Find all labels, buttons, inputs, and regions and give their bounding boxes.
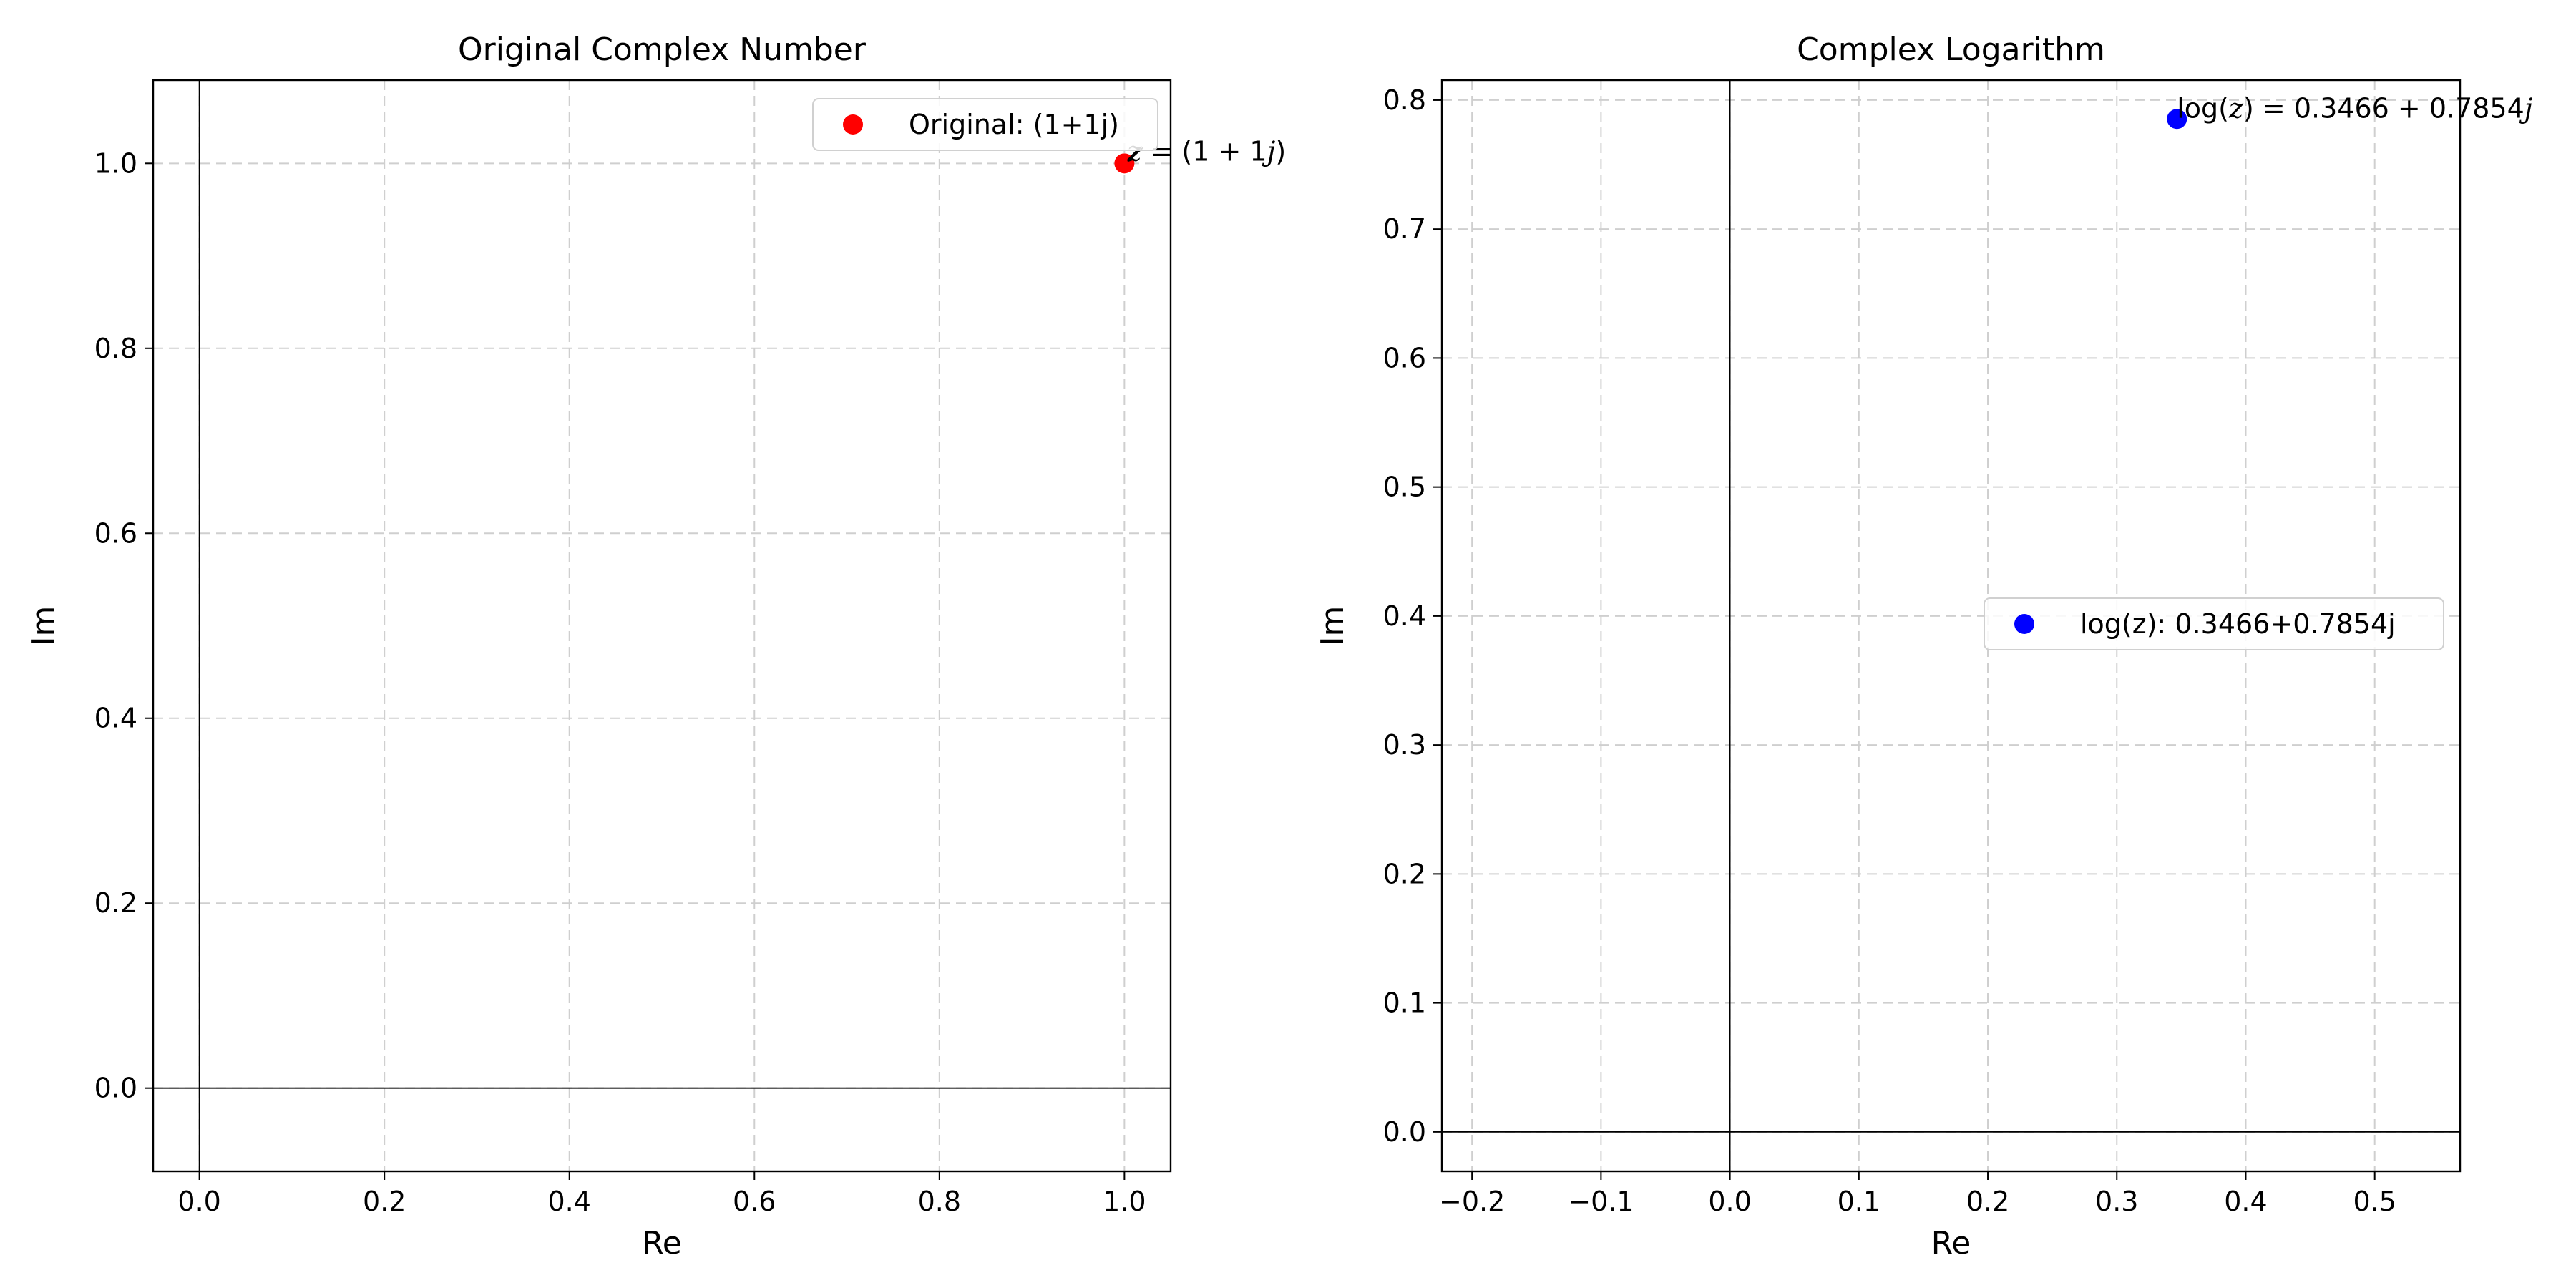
plot-frame [152, 79, 1172, 1173]
y-tick-label: 0.4 [94, 703, 137, 734]
x-tick-label: −0.1 [1568, 1186, 1634, 1217]
y-tick-label: 1.0 [94, 147, 137, 179]
legend-label: Original: (1+1j) [909, 109, 1119, 140]
legend-box [1984, 597, 2444, 650]
y-tick-label: 0.7 [1383, 213, 1426, 245]
x-tick-label: 0.8 [918, 1186, 961, 1217]
complex-logarithm-panel: −0.2 −0.1 0.0 0.1 0.2 0.3 0.4 0.5 0.0 0.1 0.2 0.3 0.… [1314, 31, 2533, 1262]
y-tick-label: 0.6 [94, 517, 137, 549]
x-tick-label: 0.2 [363, 1186, 406, 1217]
x-tick-label: 1.0 [1103, 1186, 1146, 1217]
y-tick-label: 0.1 [1383, 987, 1426, 1019]
y-axis-label: Im [1314, 606, 1351, 646]
y-tick-label: 0.3 [1383, 729, 1426, 761]
x-tick-label: 0.3 [2095, 1186, 2138, 1217]
chart-title: Original Complex Number [458, 31, 867, 68]
legend-label: log(z): 0.3466+0.7854j [2080, 608, 2396, 640]
y-tick-label: 0.5 [1383, 472, 1426, 503]
y-tick-label: 0.2 [1383, 858, 1426, 889]
legend: log(z): 0.3466+0.7854j [1984, 597, 2444, 650]
x-tick-label: −0.2 [1439, 1186, 1505, 1217]
legend-marker [2014, 614, 2034, 634]
x-tick-label: 0.4 [2224, 1186, 2267, 1217]
y-tick-label: 0.2 [94, 887, 137, 919]
x-tick-label: 0.2 [1966, 1186, 2009, 1217]
y-tick-label: 0.8 [94, 333, 137, 364]
original-complex-number-panel: 0.0 0.2 0.4 0.6 0.8 1.0 0.0 0.2 0.4 0.6 0.8 1.0 Orig… [26, 31, 1286, 1262]
point-annotation: log(z) = 0.3466 + 0.7854j [2177, 92, 2533, 124]
y-tick-label: 0.4 [1383, 600, 1426, 632]
y-tick-label: 0.8 [1383, 84, 1426, 116]
x-tick-label: 0.1 [1838, 1186, 1880, 1217]
point-annotation: z = (1 + 1j) [1126, 135, 1286, 167]
annotation-arrowhead [1127, 155, 1135, 162]
x-tick-label: 0.4 [548, 1186, 591, 1217]
legend: Original: (1+1j) [812, 98, 1158, 151]
x-axis-label: Re [642, 1225, 682, 1262]
x-tick-label: 0.0 [1708, 1186, 1751, 1217]
x-tick-label: 0.5 [2353, 1186, 2396, 1217]
legend-marker [843, 114, 863, 135]
plot-frame [1440, 79, 2462, 1173]
chart-title: Complex Logarithm [1797, 31, 2105, 68]
y-tick-label: 0.6 [1383, 342, 1426, 374]
x-tick-label: 0.0 [177, 1186, 220, 1217]
x-tick-label: 0.6 [733, 1186, 776, 1217]
data-point-logarithm [2167, 109, 2187, 130]
y-axis-label: Im [26, 606, 62, 646]
y-tick-label: 0.0 [1383, 1116, 1426, 1148]
y-tick-label: 0.0 [94, 1073, 137, 1104]
x-axis-label: Re [1931, 1225, 1971, 1262]
legend-box [812, 98, 1158, 151]
